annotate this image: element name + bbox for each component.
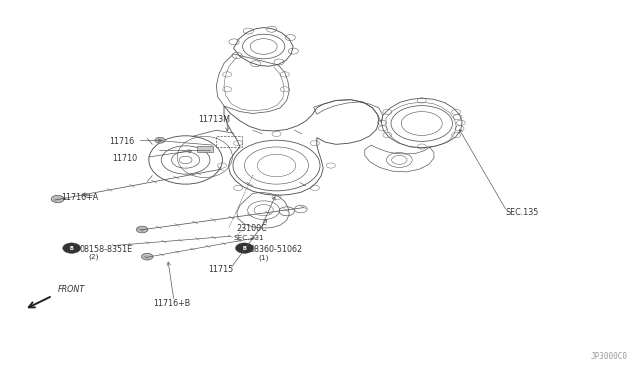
Text: (1): (1) (258, 254, 268, 261)
Circle shape (136, 226, 148, 233)
Text: B: B (70, 246, 74, 251)
Text: 08158-8351E: 08158-8351E (80, 245, 133, 254)
Circle shape (155, 137, 165, 143)
Text: (2): (2) (88, 253, 99, 260)
Text: JP3000C0: JP3000C0 (590, 352, 627, 361)
Text: 11716+B: 11716+B (154, 299, 191, 308)
Bar (197, 146, 213, 152)
Circle shape (51, 195, 64, 203)
Circle shape (141, 253, 153, 260)
Text: SEC.231: SEC.231 (234, 235, 264, 241)
Text: 11716: 11716 (109, 137, 134, 146)
Text: 11710: 11710 (112, 154, 137, 163)
Bar (216, 136, 242, 147)
Text: 08360-51062: 08360-51062 (250, 245, 303, 254)
Text: B: B (243, 246, 246, 251)
Text: 11713M: 11713M (198, 115, 230, 124)
Circle shape (63, 243, 81, 253)
Text: SEC.135: SEC.135 (506, 208, 539, 217)
Circle shape (236, 243, 253, 253)
Text: 11716+A: 11716+A (61, 193, 98, 202)
Text: FRONT: FRONT (58, 285, 85, 294)
Text: 11715: 11715 (208, 265, 233, 274)
Text: 23100C: 23100C (237, 224, 268, 233)
